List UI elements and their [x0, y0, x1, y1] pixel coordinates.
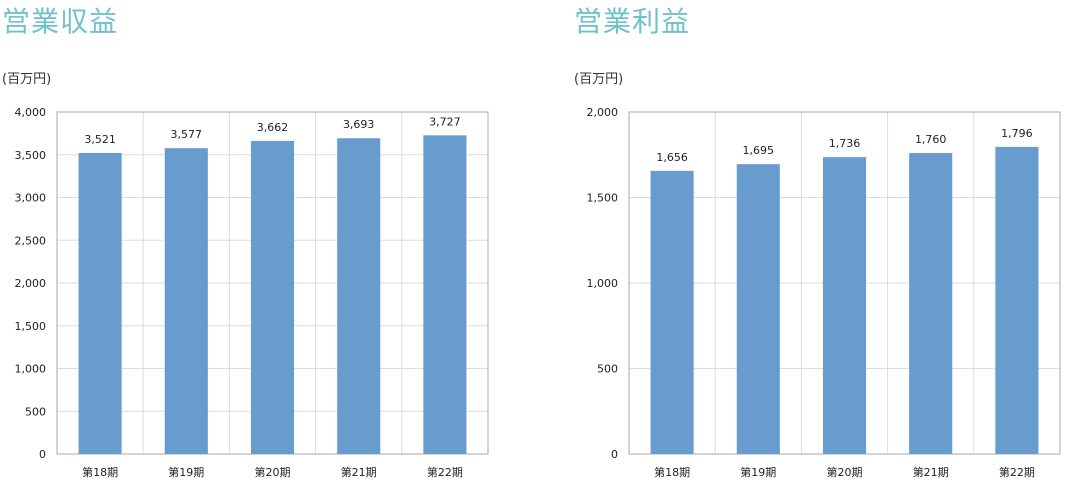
bar: [736, 164, 780, 454]
y-tick-label: 1,500: [587, 192, 619, 205]
y-tick-label: 0: [611, 448, 618, 461]
x-tick-label: 第21期: [913, 465, 949, 479]
bar: [822, 157, 867, 455]
data-label: 3,577: [171, 128, 203, 141]
y-tick-label: 2,000: [587, 106, 619, 119]
chart-title: 営業収益: [2, 5, 119, 38]
y-tick-label: 1,500: [15, 320, 47, 333]
y-tick-label: 1,000: [15, 363, 47, 376]
y-tick-label: 500: [597, 363, 618, 376]
operating-profit-panel: 営業利益 (百万円) 0 500 1,000 1,500 2,000 1,656 第18期 1…: [572, 0, 1070, 482]
y-axis-unit: (百万円): [2, 72, 52, 87]
y-tick-label: 2,000: [15, 277, 47, 290]
bar: [164, 148, 208, 454]
operating-profit-chart: 0 500 1,000 1,500 2,000 1,656 第18期 1,695 第19期 1,7…: [587, 106, 1061, 479]
operating-revenue-chart: 0 500 1,000 1,500 2,000 2,500 3,000 3,500 4,000 3…: [15, 106, 489, 479]
bar: [337, 138, 381, 454]
y-tick-label: 3,500: [15, 149, 47, 162]
x-tick-label: 第20期: [827, 465, 863, 479]
data-label: 3,521: [84, 133, 116, 146]
bar: [250, 140, 295, 455]
chart-title: 営業利益: [574, 5, 691, 38]
data-label: 1,656: [656, 151, 688, 164]
data-label: 1,760: [915, 133, 947, 146]
y-tick-label: 1,000: [587, 277, 619, 290]
data-label: 1,736: [829, 137, 861, 150]
data-label: 3,662: [257, 121, 289, 134]
x-tick-label: 第20期: [255, 465, 291, 479]
x-tick-label: 第22期: [999, 465, 1035, 479]
y-tick-label: 2,500: [15, 234, 47, 247]
x-tick-label: 第18期: [82, 465, 118, 479]
operating-revenue-panel: 営業収益 (百万円) 0 500 1,000 1,500 2,000 2,500 3,000…: [0, 0, 500, 482]
y-tick-label: 0: [39, 448, 46, 461]
bar: [423, 135, 467, 455]
y-tick-label: 4,000: [15, 106, 47, 119]
x-tick-label: 第18期: [654, 465, 690, 479]
x-tick-label: 第21期: [341, 465, 377, 479]
data-label: 3,693: [343, 118, 375, 131]
y-tick-label: 500: [25, 405, 46, 418]
x-tick-label: 第22期: [427, 465, 463, 479]
data-label: 1,796: [1001, 127, 1033, 140]
bar: [995, 146, 1039, 454]
data-label: 3,727: [429, 115, 461, 128]
y-tick-label: 3,000: [15, 192, 47, 205]
bar: [909, 153, 953, 455]
x-tick-label: 第19期: [740, 465, 776, 479]
bar: [650, 170, 694, 454]
x-tick-label: 第19期: [168, 465, 204, 479]
data-label: 1,695: [743, 144, 775, 157]
y-axis-unit: (百万円): [574, 72, 624, 87]
bar: [78, 152, 122, 454]
